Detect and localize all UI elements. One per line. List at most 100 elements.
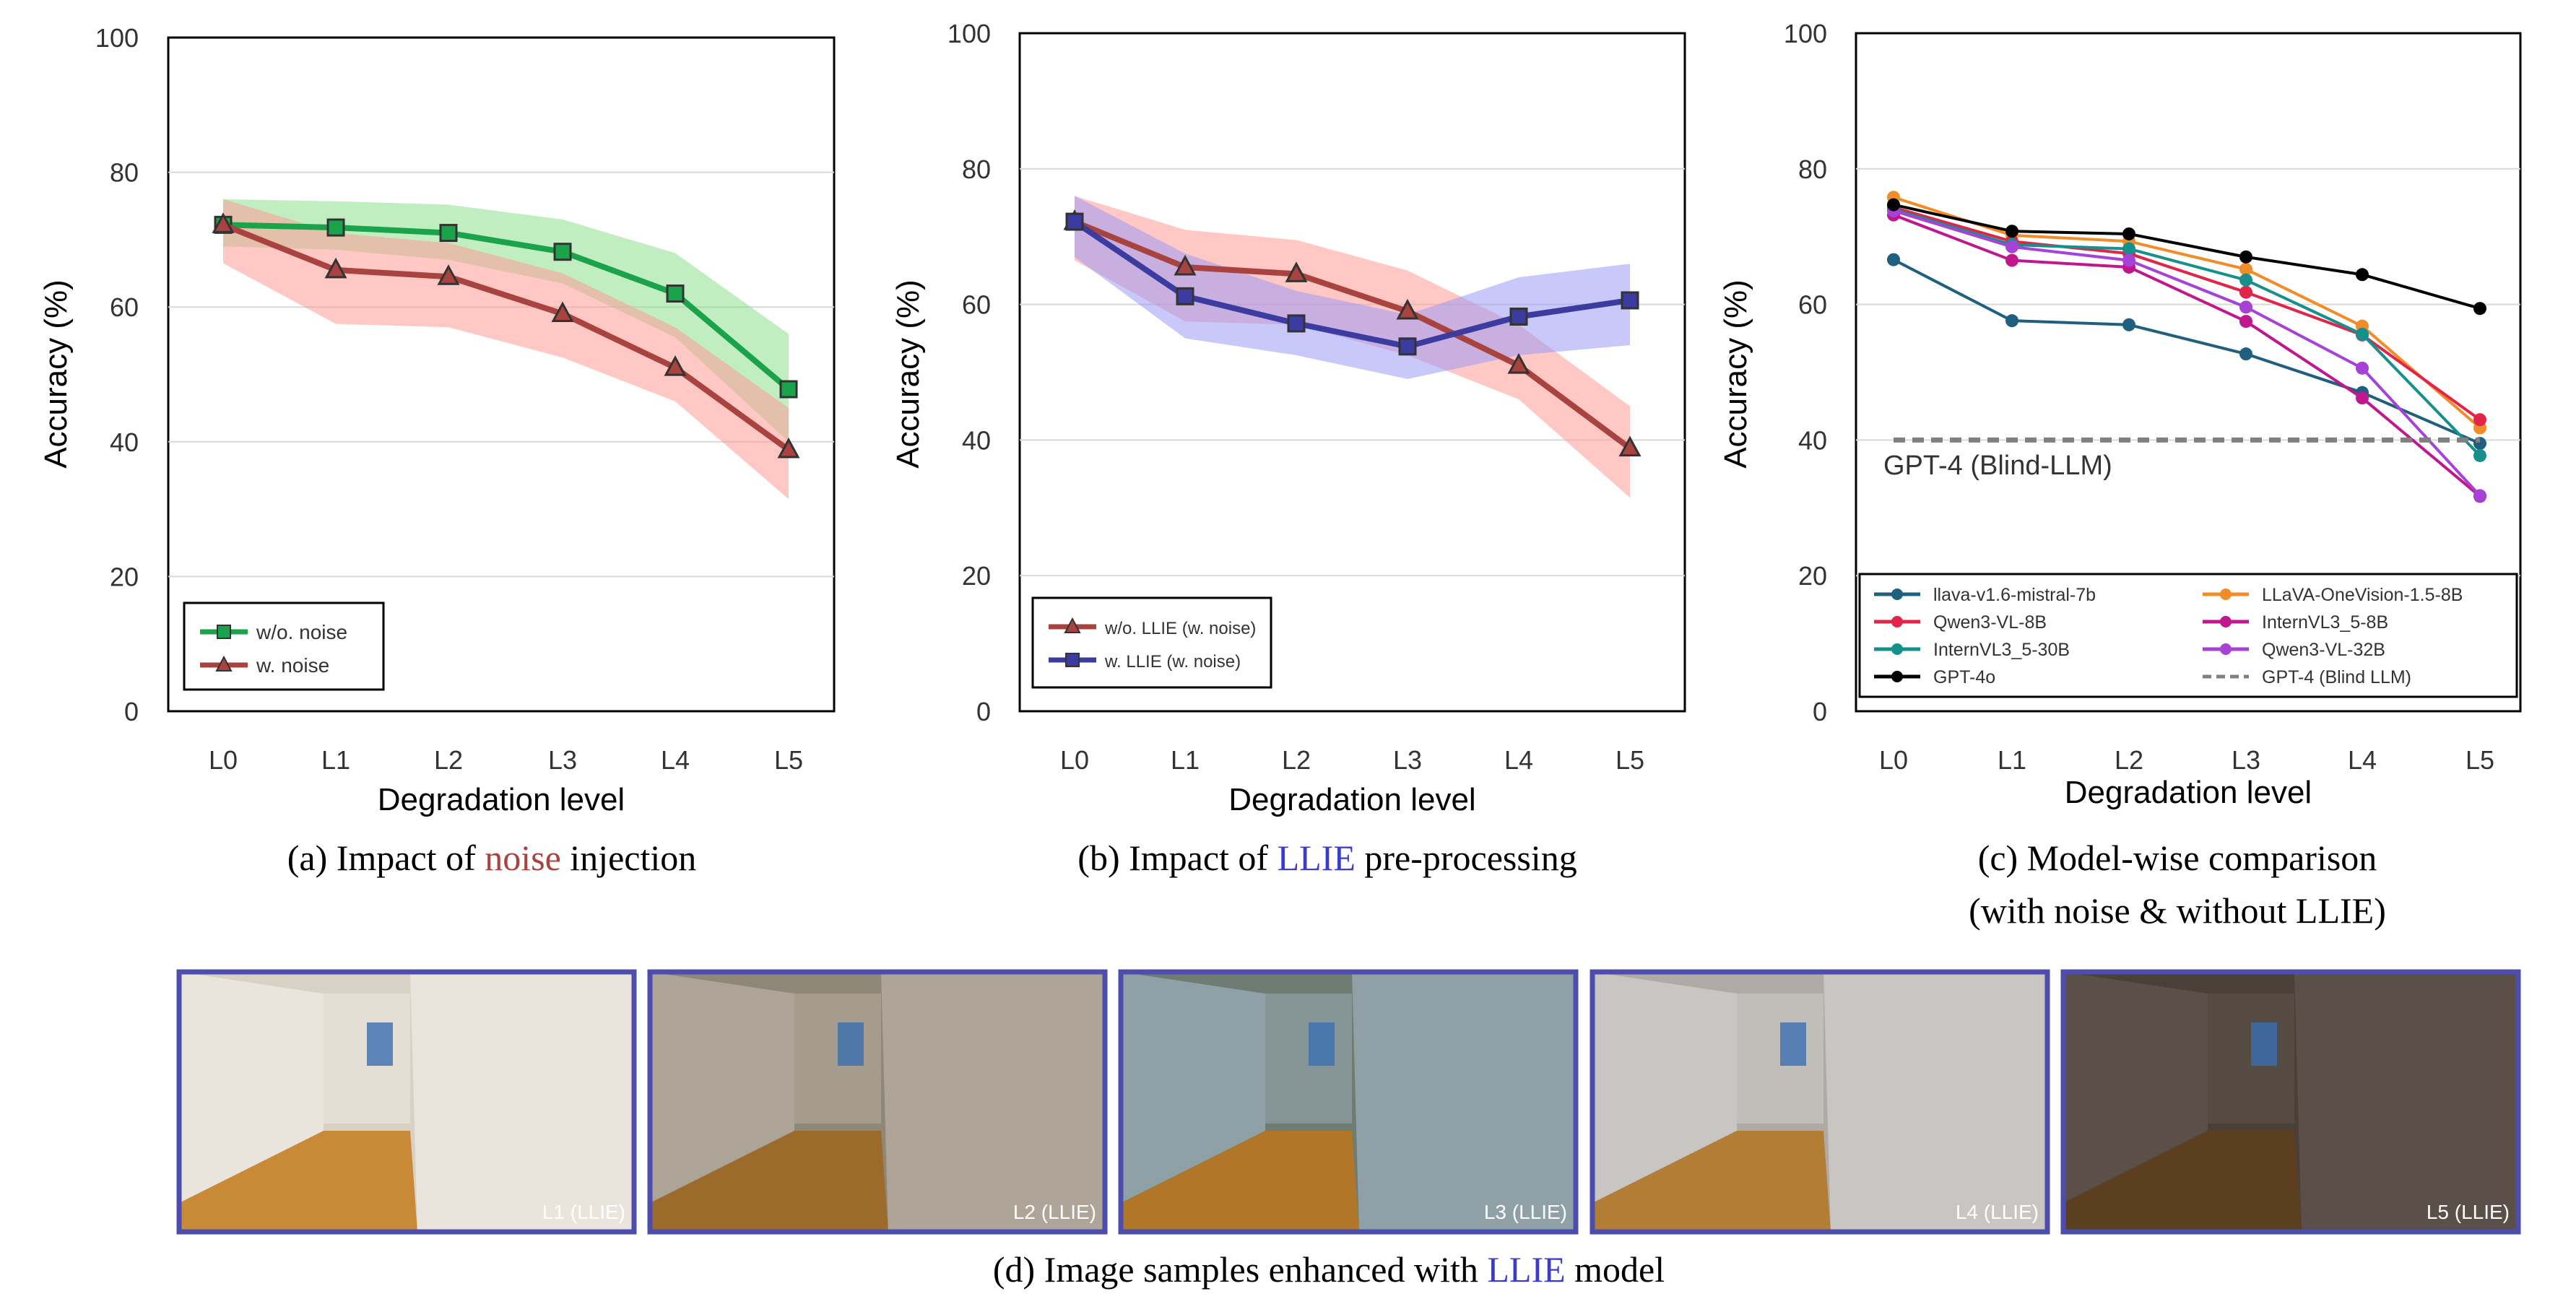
- sample-frame: [2060, 969, 2521, 1235]
- sample-frame: [1118, 969, 1579, 1235]
- series-line-3: [1893, 213, 2481, 498]
- series-line-5: [1893, 209, 2481, 497]
- legend-label: w/o. noise: [256, 621, 347, 643]
- data-point: [1621, 291, 1639, 310]
- x-tick-label: L0: [1879, 745, 1908, 775]
- sample-tile: L5 (LLIE): [2060, 969, 2521, 1235]
- data-point: [2473, 448, 2486, 462]
- caption-b-post: pre-processing: [1356, 838, 1577, 878]
- corridor-screen: [838, 1022, 864, 1066]
- data-point: [212, 212, 235, 233]
- legend-label: GPT-4o: [1933, 667, 1995, 687]
- caption-a-key: noise: [485, 838, 561, 878]
- sample-label: L5 (LLIE): [2427, 1201, 2510, 1223]
- data-point: [1509, 308, 1528, 326]
- legend-label: Qwen3-VL-8B: [1933, 612, 2047, 633]
- caption-a: (a) Impact of noise injection: [287, 838, 696, 878]
- data-point: [2239, 273, 2252, 287]
- corridor-screen: [367, 1022, 393, 1066]
- caption-b-pre: (b) Impact of: [1077, 838, 1277, 878]
- x-tick-label: L4: [2348, 745, 2377, 775]
- confidence-band-1: [1075, 196, 1630, 379]
- x-tick-label: L3: [2232, 745, 2260, 775]
- legend-box: [1031, 596, 1272, 689]
- sample-tile: L1 (LLIE): [176, 969, 637, 1235]
- data-point: [439, 224, 458, 243]
- x-tick-label: L1: [1171, 745, 1200, 775]
- x-tick-label: L0: [1060, 745, 1089, 775]
- corridor-screen: [1309, 1022, 1335, 1066]
- x-tick-label: L4: [1504, 745, 1533, 775]
- series-line-6: [1893, 203, 2481, 310]
- corridor-screen: [1780, 1022, 1806, 1066]
- data-point: [2239, 300, 2252, 314]
- legend-marker: [1891, 588, 1903, 600]
- x-tick-label: L5: [774, 745, 803, 775]
- data-point: [2473, 302, 2486, 316]
- data-point: [1174, 254, 1197, 276]
- data-point: [2356, 361, 2369, 375]
- wooden-floor: [1592, 1131, 1831, 1232]
- legend-label: w. LLIE (w. noise): [1104, 652, 1241, 672]
- legend-label: w. noise: [256, 654, 329, 677]
- series-line-1: [1072, 219, 1631, 349]
- data-point: [2122, 242, 2135, 256]
- legend-marker: [2220, 616, 2232, 627]
- data-point: [2005, 240, 2018, 253]
- caption-d-pre: (d) Image samples enhanced with: [993, 1249, 1487, 1290]
- left-wall: [1592, 972, 1737, 1203]
- sample-label: L1 (LLIE): [542, 1201, 625, 1223]
- caption-a-pre: (a) Impact of: [287, 838, 485, 878]
- data-point: [553, 243, 572, 261]
- legend-label: Qwen3-VL-32B: [2262, 640, 2385, 660]
- series-line-0: [222, 222, 791, 392]
- y-tick-label: 100: [947, 19, 991, 48]
- y-tick-label: 60: [1798, 290, 1827, 320]
- legend-marker: [1065, 653, 1080, 667]
- data-point: [2005, 253, 2018, 267]
- x-tick-label: L1: [1998, 745, 2026, 775]
- y-tick-label: 40: [1798, 425, 1827, 455]
- sample-tile: L2 (LLIE): [647, 969, 1108, 1235]
- series-line-1: [222, 222, 791, 453]
- chart-a-noise-injection: 0 20 40 60 80 100 L0 L1 L2 L3 L4 L5 Degradation leve…: [38, 23, 836, 817]
- x-tick-label: L0: [209, 745, 238, 775]
- data-point: [324, 257, 347, 279]
- blind-llm-annotation: GPT-4 (Blind-LLM): [1883, 451, 2112, 481]
- legend-label: InternVL3_5-8B: [2262, 612, 2388, 633]
- legend-marker: [1891, 616, 1903, 627]
- data-point: [2122, 253, 2135, 267]
- data-point: [2356, 268, 2369, 282]
- caption-b-key: LLIE: [1278, 838, 1356, 878]
- wooden-floor: [650, 1131, 888, 1232]
- x-tick-label: L3: [548, 745, 577, 775]
- data-point: [2356, 327, 2369, 341]
- caption-d-key: LLIE: [1487, 1249, 1565, 1290]
- legend-label: InternVL3_5-30B: [1933, 640, 2070, 660]
- left-wall: [650, 972, 794, 1203]
- right-wall: [2294, 972, 2518, 1232]
- wooden-floor: [1121, 1131, 1359, 1232]
- y-tick-label: 40: [962, 425, 991, 455]
- right-wall: [1823, 972, 2047, 1232]
- right-wall: [881, 972, 1105, 1232]
- right-wall: [1352, 972, 1576, 1232]
- y-tick-label: 80: [962, 155, 991, 184]
- corridor-screen: [2251, 1022, 2277, 1066]
- right-wall: [410, 972, 634, 1232]
- x-tick-label: L5: [2466, 745, 2494, 775]
- legend-label: llava-v1.6-mistral-7b: [1933, 585, 2096, 605]
- data-point: [2473, 413, 2486, 427]
- x-axis-label: Degradation level: [378, 782, 625, 817]
- data-point: [2473, 489, 2486, 503]
- legend-label: GPT-4 (Blind LLM): [2262, 667, 2411, 687]
- legend-marker: [1891, 671, 1903, 682]
- caption-c-line2: (with noise & without LLIE): [1969, 890, 2386, 931]
- legend-marker: [1064, 617, 1081, 633]
- x-tick-label: L5: [1616, 745, 1644, 775]
- legend-marker: [215, 655, 233, 672]
- data-point: [2239, 262, 2252, 276]
- x-tick-label: L4: [661, 745, 690, 775]
- caption-c-line1: (c) Model-wise comparison: [1978, 838, 2377, 878]
- series-line-0: [1073, 219, 1632, 451]
